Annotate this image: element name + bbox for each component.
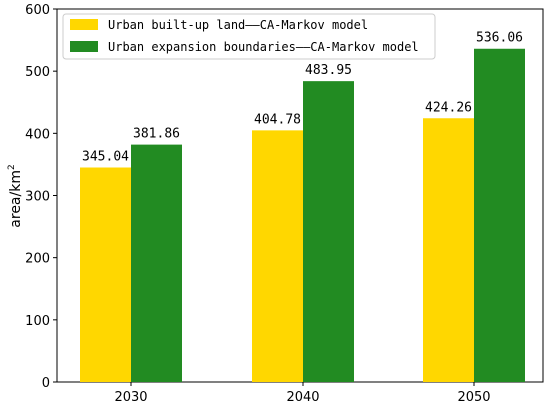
- x-tick-label-2040: 2040: [286, 390, 319, 405]
- data-label-built-up-2040: 404.78: [254, 112, 301, 127]
- y-tick-label: 400: [25, 127, 50, 142]
- bar-expansion-2030: [131, 144, 182, 382]
- data-label-expansion-2030: 381.86: [133, 127, 180, 142]
- legend-label-built-up: Urban built-up land——CA-Markov model: [108, 18, 368, 32]
- y-tick-label: 100: [25, 314, 50, 329]
- x-tick-label-2030: 2030: [114, 390, 147, 405]
- bar-built-up-2050: [423, 118, 474, 382]
- data-label-built-up-2030: 345.04: [82, 150, 129, 165]
- y-tick-label: 500: [25, 65, 50, 80]
- x-axis: 2030 2040 2050: [114, 382, 491, 405]
- bar-built-up-2030: [80, 167, 131, 382]
- bar-expansion-2050: [474, 48, 525, 383]
- y-axis-title-sup: 2: [7, 164, 17, 170]
- y-axis-title: area/km2: [7, 164, 24, 227]
- x-tick-label-2050: 2050: [457, 390, 490, 405]
- data-label-built-up-2050: 424.26: [425, 100, 472, 115]
- legend-label-expansion: Urban expansion boundaries——CA-Markov mo…: [108, 40, 419, 54]
- legend: Urban built-up land——CA-Markov model Urb…: [62, 13, 436, 60]
- y-axis: 0 100 200 300 400 500 600: [25, 3, 57, 391]
- data-labels-group: 345.04 404.78 424.26 381.86 483.95 536.06: [82, 31, 523, 165]
- bar-expansion-2040: [303, 81, 354, 383]
- y-tick-label: 600: [25, 3, 50, 18]
- data-label-expansion-2050: 536.06: [476, 31, 523, 46]
- legend-box: [62, 13, 436, 60]
- y-tick-label: 200: [25, 252, 50, 267]
- y-tick-label: 300: [25, 190, 50, 205]
- legend-swatch-built-up: [70, 19, 98, 30]
- bar-built-up-2040: [252, 130, 303, 382]
- data-label-expansion-2040: 483.95: [305, 63, 352, 78]
- bars-group: [80, 48, 525, 383]
- legend-swatch-expansion: [70, 41, 98, 52]
- y-tick-label: 0: [42, 376, 50, 391]
- y-axis-title-main: area/km: [8, 170, 24, 228]
